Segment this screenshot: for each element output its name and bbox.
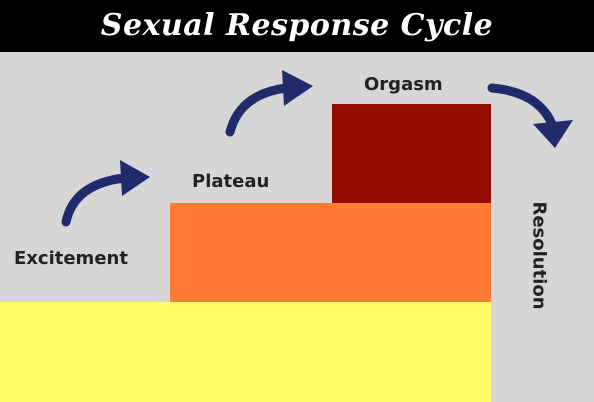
- diagram-title: Sexual Response Cycle: [100, 8, 494, 43]
- stage-label-orgasm: Orgasm: [364, 74, 443, 95]
- curved-arrow-2-icon: [225, 70, 313, 137]
- plateau-level-block: [170, 203, 491, 302]
- curved-arrow-3-icon: [487, 83, 573, 148]
- curved-arrow-1-icon: [61, 160, 150, 227]
- stage-label-plateau: Plateau: [192, 171, 270, 192]
- stage-label-excitement: Excitement: [14, 248, 128, 269]
- orgasm-level-block: [332, 104, 491, 203]
- title-bar: [0, 0, 594, 52]
- excitement-level-block: [0, 302, 491, 402]
